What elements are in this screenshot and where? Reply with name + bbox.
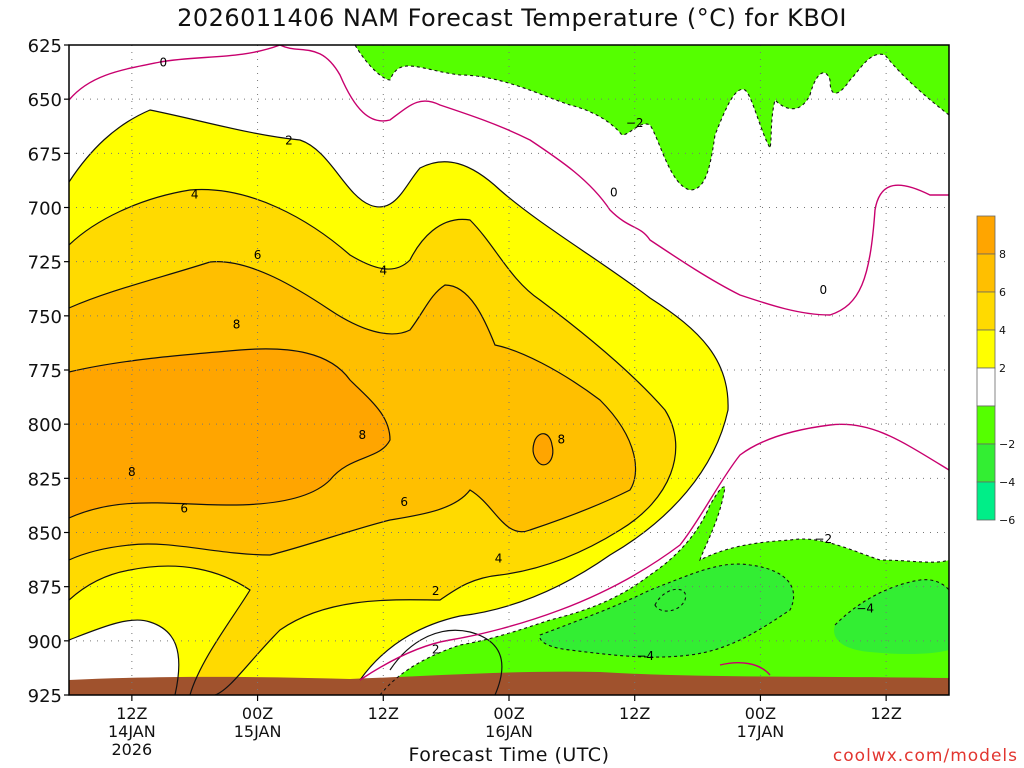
isotherm-minus2-bottom [379, 486, 949, 695]
band-minus2-to-minus4-top [355, 45, 949, 190]
ground-surface [69, 671, 949, 695]
x-tick-date: 15JAN [234, 722, 282, 741]
y-tick-label: 850 [28, 524, 62, 545]
colorbar: 8 6 4 2 −2 −4 −6 [976, 215, 1015, 527]
contour-label: 0 [159, 55, 167, 69]
x-tick-label: 00Z [242, 704, 273, 723]
colorbar-swatch [976, 443, 996, 483]
isotherm-minus2-top [354, 45, 949, 191]
y-tick-label: 750 [28, 307, 62, 328]
contour-label: 8 [558, 432, 566, 446]
isotherm-6 [69, 261, 637, 561]
x-tick-label: 12Z [619, 704, 650, 723]
isotherm-2-top [69, 109, 729, 681]
x-tick-date: 17JAN [737, 722, 785, 741]
y-tick-label: 925 [28, 686, 62, 707]
isotherm-0-bottom-right [719, 662, 771, 676]
colorbar-label: 2 [999, 362, 1006, 375]
contour-label: 2 [285, 133, 293, 147]
band-minus4-to-minus6-right [834, 579, 949, 655]
colorbar-swatch [976, 405, 996, 445]
contour-label: 2 [432, 584, 440, 598]
colorbar-label: −2 [999, 438, 1015, 451]
negative-isotherm-lines [354, 45, 949, 695]
colorbar-swatch [976, 481, 996, 521]
colorbar-swatch [976, 215, 996, 255]
contour-label: 2 [432, 643, 440, 657]
x-tick-date: 14JAN [108, 722, 156, 741]
contour-label: 6 [254, 248, 262, 262]
y-tick-label: 725 [28, 253, 62, 274]
contour-label: 4 [379, 263, 387, 277]
y-tick-label: 800 [28, 415, 62, 436]
y-tick-label: 775 [28, 361, 62, 382]
x-tick-label: 12Z [116, 704, 147, 723]
contour-label: −2 [814, 532, 832, 546]
isotherm-2-left-pocket [69, 619, 180, 695]
isotherm-8-island [532, 433, 554, 466]
contour-label: 4 [495, 552, 503, 566]
colorbar-swatch [976, 329, 996, 369]
freezing-lines [69, 45, 949, 681]
x-tick-date: 16JAN [485, 722, 533, 741]
isotherm-4 [69, 188, 677, 695]
contour-label: 8 [128, 465, 136, 479]
isotherm-2-middle-pocket [389, 629, 503, 695]
contour-label: 0 [610, 185, 618, 199]
y-tick-label: 825 [28, 469, 62, 490]
contour-label: −4 [636, 649, 654, 663]
contour-label: 8 [359, 428, 367, 442]
x-tick-year: 2026 [111, 740, 152, 759]
contour-label: 0 [819, 283, 827, 297]
cold-pocket-lower-left [69, 620, 179, 695]
isotherm-lines [69, 109, 729, 695]
colorbar-swatch [976, 253, 996, 293]
x-tick-label: 12Z [368, 704, 399, 723]
band-8-to-10 [69, 348, 390, 518]
contour-label: 8 [233, 318, 241, 332]
colorbar-swatch [976, 291, 996, 331]
contour-label: −2 [626, 116, 644, 130]
isotherm-minus4-center [539, 563, 795, 658]
source-credit: coolwx.com/models [832, 746, 1018, 766]
colorbar-label: 6 [999, 286, 1006, 299]
contour-label: 4 [191, 188, 199, 202]
contour-label: 6 [180, 502, 188, 516]
colorbar-label: 4 [999, 324, 1006, 337]
colorbar-label: −6 [999, 514, 1015, 527]
x-tick-label: 00Z [493, 704, 524, 723]
contour-label: −4 [856, 601, 874, 615]
x-tick-label: 12Z [870, 704, 901, 723]
isotherm-0-top [69, 45, 949, 316]
x-tick-label: 00Z [745, 704, 776, 723]
isotherm-minus4-small [654, 588, 687, 612]
y-tick-label: 700 [28, 199, 62, 220]
y-tick-label: 875 [28, 578, 62, 599]
colorbar-swatch [976, 367, 996, 407]
chart-title: 2026011406 NAM Forecast Temperature (°C)… [177, 4, 847, 32]
y-tick-label: 650 [28, 90, 62, 111]
contour-labels: 0 2 4 6 8 8 8 6 6 4 4 2 2 −2 0 0 8 −2 −4 −4 [128, 55, 874, 663]
isotherm-minus4-right [834, 579, 949, 626]
isotherm-0-lower-left [359, 423, 949, 681]
temperature-field: 0 2 4 6 8 8 8 6 6 4 4 2 2 −2 0 0 8 −2 −4 −4 [69, 45, 949, 695]
y-tick-label: 675 [28, 144, 62, 165]
colorbar-label: 8 [999, 248, 1006, 261]
isotherm-4-lower [69, 565, 251, 695]
band-8-to-10-island [533, 433, 553, 465]
x-axis-title: Forecast Time (UTC) [408, 744, 610, 766]
isotherm-8 [69, 348, 391, 519]
colorbar-label: −4 [999, 476, 1015, 489]
y-tick-label: 900 [28, 632, 62, 653]
y-axis: 625 650 675 700 725 750 775 800 825 850 875 900 925 [28, 36, 69, 707]
y-tick-label: 625 [28, 36, 62, 57]
contour-label: 6 [400, 495, 408, 509]
